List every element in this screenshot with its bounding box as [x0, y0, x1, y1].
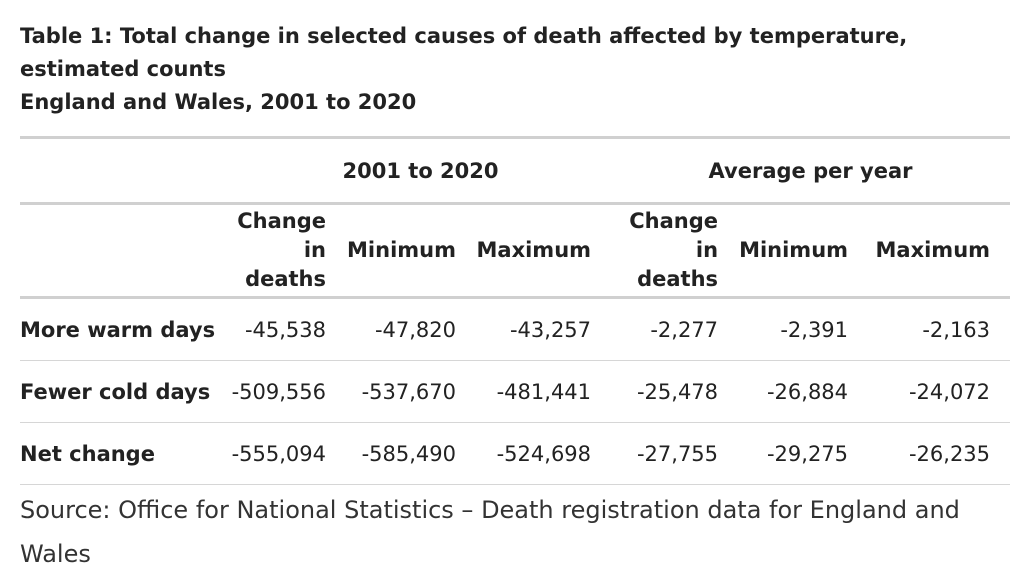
table-cell: -585,490	[346, 422, 476, 485]
table-cell: -2,163	[868, 297, 1011, 361]
table-cell: -2,277	[611, 297, 739, 361]
table-cell: -537,670	[346, 360, 476, 423]
group-header-2001-2020: 2001 to 2020	[230, 136, 612, 205]
table-cell: -43,257	[476, 297, 612, 361]
table-cell: -29,275	[738, 422, 869, 485]
column-header-avg-minimum: Minimum	[738, 203, 869, 299]
table-cell: -25,478	[611, 360, 739, 423]
column-header-row: Change in deaths Minimum Maximum Change …	[20, 203, 1011, 299]
table-cell: -27,755	[611, 422, 739, 485]
column-header-maximum: Maximum	[476, 203, 612, 299]
table-cell: -555,094	[230, 422, 346, 485]
table-cell: -509,556	[230, 360, 346, 423]
table-cell: -24,072	[868, 360, 1011, 423]
table-cell: -45,538	[230, 297, 346, 361]
table-cell: -2,391	[738, 297, 869, 361]
table-title-sub: England and Wales, 2001 to 2020	[20, 90, 417, 114]
table-title: Table 1: Total change in selected causes…	[20, 20, 1010, 119]
column-header-avg-maximum: Maximum	[868, 203, 1011, 299]
table-row: Net change -555,094 -585,490 -524,698 -2…	[20, 422, 1011, 485]
table-cell: -47,820	[346, 297, 476, 361]
table-cell: -524,698	[476, 422, 612, 485]
row-label: Net change	[20, 422, 230, 485]
data-table: 2001 to 2020 Average per year Change in …	[20, 136, 1011, 485]
group-header-empty	[20, 136, 230, 205]
table-container: 2001 to 2020 Average per year Change in …	[20, 136, 1011, 485]
column-header-empty	[20, 203, 230, 299]
table-title-main: Table 1: Total change in selected causes…	[20, 24, 908, 81]
row-label: More warm days	[20, 297, 230, 361]
group-header-row: 2001 to 2020 Average per year	[20, 136, 1011, 205]
column-header-avg-change-in-deaths: Change in deaths	[611, 203, 739, 299]
row-label: Fewer cold days	[20, 360, 230, 423]
table-row: Fewer cold days -509,556 -537,670 -481,4…	[20, 360, 1011, 423]
column-header-change-in-deaths: Change in deaths	[230, 203, 346, 299]
group-header-average-per-year: Average per year	[611, 136, 1011, 205]
table-cell: -481,441	[476, 360, 612, 423]
table-cell: -26,235	[868, 422, 1011, 485]
source-note: Source: Office for National Statistics –…	[20, 496, 960, 568]
column-header-minimum: Minimum	[346, 203, 476, 299]
table-cell: -26,884	[738, 360, 869, 423]
table-row: More warm days -45,538 -47,820 -43,257 -…	[20, 297, 1011, 361]
